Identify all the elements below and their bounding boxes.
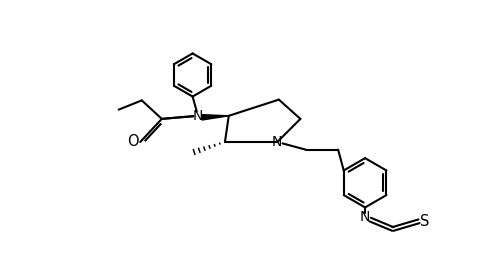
Text: N: N (360, 211, 371, 224)
Polygon shape (202, 115, 229, 120)
Text: S: S (421, 214, 430, 229)
Text: N: N (193, 109, 203, 123)
Text: O: O (126, 134, 138, 150)
Text: N: N (272, 135, 283, 149)
